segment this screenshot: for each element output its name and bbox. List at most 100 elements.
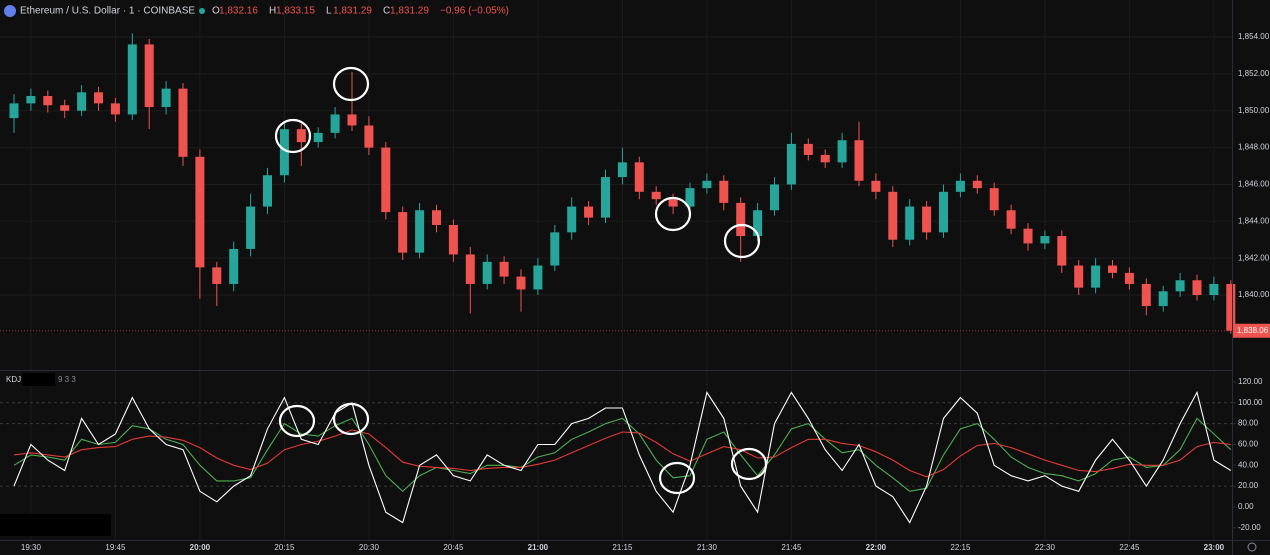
candle-body bbox=[905, 206, 915, 240]
candle-body bbox=[246, 206, 256, 249]
x-tick-label: 20:15 bbox=[274, 543, 295, 552]
candle-body bbox=[263, 175, 272, 207]
x-tick-label: 21:15 bbox=[612, 543, 633, 552]
candle-body bbox=[415, 210, 425, 253]
kdj-line bbox=[13, 390, 1232, 524]
candle-body bbox=[1158, 291, 1168, 307]
candle-body bbox=[972, 180, 982, 189]
ohlc-key: O bbox=[212, 6, 220, 17]
candle-body bbox=[448, 224, 458, 255]
ohlc-header: O 1,832.16 H 1,833.15 L 1,831.29 C 1,831.29 −0.9… bbox=[212, 6, 509, 17]
annotation-circle bbox=[654, 196, 692, 232]
y-tick-label: 80.00 bbox=[1238, 419, 1259, 428]
y-tick-label: 1,854.00 bbox=[1238, 32, 1270, 41]
candle-body bbox=[127, 44, 137, 115]
ohlc-key: L bbox=[326, 6, 332, 17]
annotations bbox=[274, 66, 768, 495]
candle-body bbox=[1006, 210, 1016, 229]
candle-body bbox=[482, 261, 492, 284]
candle-body bbox=[854, 140, 864, 181]
x-tick-label: 20:00 bbox=[190, 543, 211, 552]
indicator-params: 9 3 3 bbox=[58, 375, 76, 384]
candle-body bbox=[330, 114, 340, 133]
ohlc-key: C bbox=[383, 6, 390, 17]
last-price-box bbox=[1233, 323, 1270, 338]
candle-body bbox=[719, 180, 729, 203]
candle-body bbox=[617, 162, 627, 178]
candle-body bbox=[516, 276, 526, 290]
candle-body bbox=[702, 180, 712, 189]
x-tick-label: 21:45 bbox=[781, 543, 802, 552]
candle-body bbox=[803, 143, 813, 155]
y-tick-label: 40.00 bbox=[1238, 460, 1259, 469]
ohlc-value: 1,831.29 bbox=[390, 6, 429, 17]
candle-body bbox=[279, 129, 289, 176]
candle-body bbox=[347, 114, 357, 126]
symbol-title: Ethereum / U.S. Dollar · 1 · COINBASE bbox=[20, 6, 195, 17]
candle-body bbox=[9, 103, 19, 119]
candle-body bbox=[1226, 283, 1236, 331]
candle-body bbox=[94, 92, 103, 104]
y-tick-label: 1,852.00 bbox=[1238, 69, 1270, 78]
candle-body bbox=[195, 156, 205, 268]
candle-body bbox=[77, 92, 87, 111]
candle-body bbox=[668, 199, 678, 207]
candle-body bbox=[550, 232, 560, 266]
candle-body bbox=[753, 210, 763, 237]
candle-body bbox=[212, 267, 222, 284]
candle-body bbox=[43, 96, 53, 106]
candle-body bbox=[567, 206, 577, 233]
candle-body bbox=[1175, 280, 1185, 292]
candle-body bbox=[178, 88, 188, 157]
candle-body bbox=[381, 147, 391, 213]
x-tick-label: 21:00 bbox=[528, 543, 549, 552]
candle-body bbox=[1209, 283, 1219, 296]
candle-body bbox=[1023, 228, 1033, 244]
last-price-label: 1,838.06 bbox=[1237, 326, 1269, 335]
y-tick-label: 120.00 bbox=[1238, 377, 1263, 386]
ohlc-value: 1,832.16 bbox=[219, 6, 258, 17]
settings-icon[interactable] bbox=[1247, 542, 1257, 552]
candle-body bbox=[161, 88, 171, 108]
candle-body bbox=[499, 261, 509, 277]
annotation-circle bbox=[332, 66, 370, 102]
candle-body bbox=[1192, 280, 1202, 296]
candle-body bbox=[837, 140, 847, 163]
status-dot bbox=[199, 8, 205, 14]
candle-body bbox=[955, 180, 965, 192]
candle-body bbox=[634, 162, 644, 192]
candle-body bbox=[871, 180, 881, 192]
x-tick-label: 21:30 bbox=[697, 543, 718, 552]
candle-body bbox=[584, 206, 594, 218]
candle-body bbox=[398, 212, 408, 253]
candle-body bbox=[432, 210, 441, 225]
x-tick-label: 22:30 bbox=[1035, 543, 1056, 552]
candle-body bbox=[989, 188, 999, 211]
ohlc-key: H bbox=[269, 6, 276, 17]
y-tick-label: -20.00 bbox=[1238, 523, 1261, 532]
redaction bbox=[0, 514, 111, 536]
candle-body bbox=[770, 184, 779, 211]
annotation-circle bbox=[723, 223, 761, 259]
y-tick-label: 1,840.00 bbox=[1238, 290, 1270, 299]
candle-body bbox=[296, 129, 306, 143]
indicator-title: KDJ bbox=[6, 375, 21, 384]
y-tick-label: 100.00 bbox=[1238, 398, 1263, 407]
change: −0.96 (−0.05%) bbox=[440, 6, 509, 17]
annotation-circle bbox=[278, 404, 316, 438]
candle-body bbox=[651, 191, 661, 200]
annotation-circle bbox=[332, 402, 370, 436]
candle-body bbox=[465, 254, 475, 284]
x-tick-label: 20:30 bbox=[359, 543, 380, 552]
kdj-line bbox=[13, 417, 1232, 493]
candle-body bbox=[364, 125, 374, 148]
x-tick-label: 19:30 bbox=[21, 543, 42, 552]
eth-icon bbox=[4, 5, 16, 17]
y-tick-label: 1,846.00 bbox=[1238, 180, 1270, 189]
y-tick-label: 60.00 bbox=[1238, 440, 1259, 449]
marks: 1,838.06 bbox=[0, 33, 1270, 524]
candle-body bbox=[533, 265, 543, 290]
candle-body bbox=[685, 188, 695, 207]
